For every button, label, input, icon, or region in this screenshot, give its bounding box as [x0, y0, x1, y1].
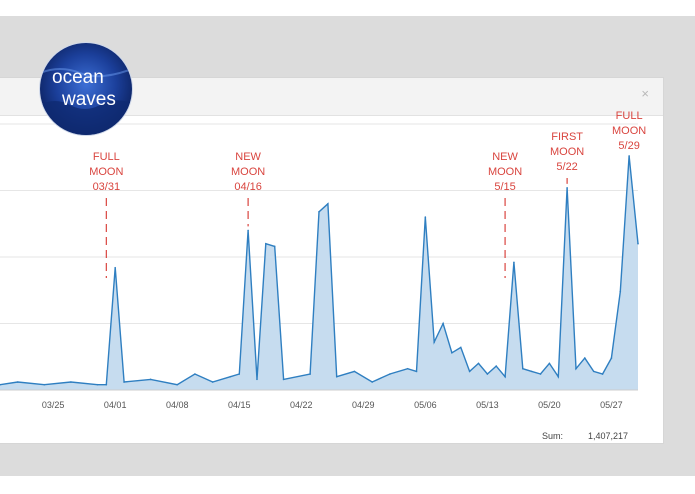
data-point [424, 216, 427, 218]
logo-text-waves: waves [61, 89, 116, 110]
moon-annotation-label: FULL [616, 110, 643, 122]
data-point [194, 373, 196, 375]
close-icon[interactable]: × [641, 86, 649, 101]
sum-label: Sum: [542, 431, 564, 441]
data-point [575, 367, 577, 370]
data-point [114, 266, 116, 269]
moon-annotation-label: MOON [550, 146, 584, 158]
x-tick-label: 05/27 [600, 400, 623, 410]
data-point [247, 229, 249, 232]
moon-annotation-label: 5/29 [618, 140, 639, 152]
moon-annotation-label: 5/15 [494, 181, 515, 193]
data-point [123, 381, 125, 383]
data-point [601, 373, 604, 375]
x-tick-label: 03/25 [42, 400, 65, 410]
moon-annotation-label: 03/31 [93, 181, 121, 193]
moon-annotation-label: MOON [89, 166, 123, 178]
data-point [0, 383, 1, 386]
data-point [229, 375, 232, 378]
moon-annotation-label: MOON [231, 166, 265, 178]
data-point [415, 370, 418, 373]
moon-annotation-label: MOON [612, 125, 646, 137]
data-point [637, 242, 639, 245]
data-point [309, 373, 311, 375]
x-tick-label: 04/29 [352, 400, 375, 410]
data-point [265, 242, 267, 245]
data-point [468, 370, 471, 373]
data-point [176, 383, 179, 386]
x-tick-label: 04/08 [166, 400, 189, 410]
x-tick-label: 04/22 [290, 400, 313, 410]
data-point [566, 187, 568, 189]
x-tick-label: 04/15 [228, 400, 251, 410]
x-tick-label: 04/01 [104, 400, 127, 410]
data-point [335, 375, 338, 378]
data-point [96, 383, 99, 386]
data-point [486, 373, 489, 375]
data-point [459, 346, 462, 349]
data-point [406, 367, 409, 370]
data-point [504, 375, 506, 378]
data-point [149, 378, 152, 381]
data-point [256, 378, 258, 381]
data-point [238, 373, 241, 375]
data-point [477, 362, 480, 365]
data-point [327, 203, 329, 205]
data-point [557, 375, 560, 378]
series-area [0, 155, 638, 390]
data-point [530, 370, 533, 373]
data-point [584, 357, 586, 359]
data-point [389, 373, 391, 375]
data-point [592, 370, 595, 373]
sum-value: 1,407,217 [588, 431, 629, 441]
data-point [513, 261, 515, 264]
logo-text-ocean: ocean [52, 67, 104, 88]
moon-annotation-label: NEW [492, 151, 518, 163]
data-point [495, 365, 498, 367]
x-tick-label: 05/20 [538, 400, 561, 410]
data-point [371, 381, 373, 383]
moon-annotation-label: FIRST [551, 131, 583, 143]
data-point [353, 370, 356, 373]
data-point [43, 383, 46, 386]
moon-annotation-label: FULL [93, 151, 120, 163]
data-point [70, 381, 72, 383]
moon-annotation-label: 5/22 [556, 161, 577, 173]
data-point [433, 341, 435, 343]
x-tick-label: 05/13 [476, 400, 499, 410]
data-point [548, 362, 551, 365]
data-point [211, 381, 214, 383]
ocean-waves-logo: ocean waves [39, 42, 133, 136]
moon-annotation-label: 04/16 [234, 181, 262, 193]
data-point [442, 322, 444, 325]
data-point [105, 383, 108, 386]
data-point [451, 351, 453, 354]
data-point [318, 210, 320, 213]
moon-annotation-label: NEW [235, 151, 261, 163]
data-point [16, 381, 19, 383]
data-point [610, 357, 613, 359]
data-point [522, 367, 524, 370]
data-point [628, 155, 630, 157]
data-point [619, 290, 622, 293]
data-point [282, 378, 285, 381]
x-tick-label: 05/06 [414, 400, 437, 410]
moon-annotation-label: MOON [488, 166, 522, 178]
data-point [539, 373, 542, 375]
data-point [273, 245, 276, 248]
